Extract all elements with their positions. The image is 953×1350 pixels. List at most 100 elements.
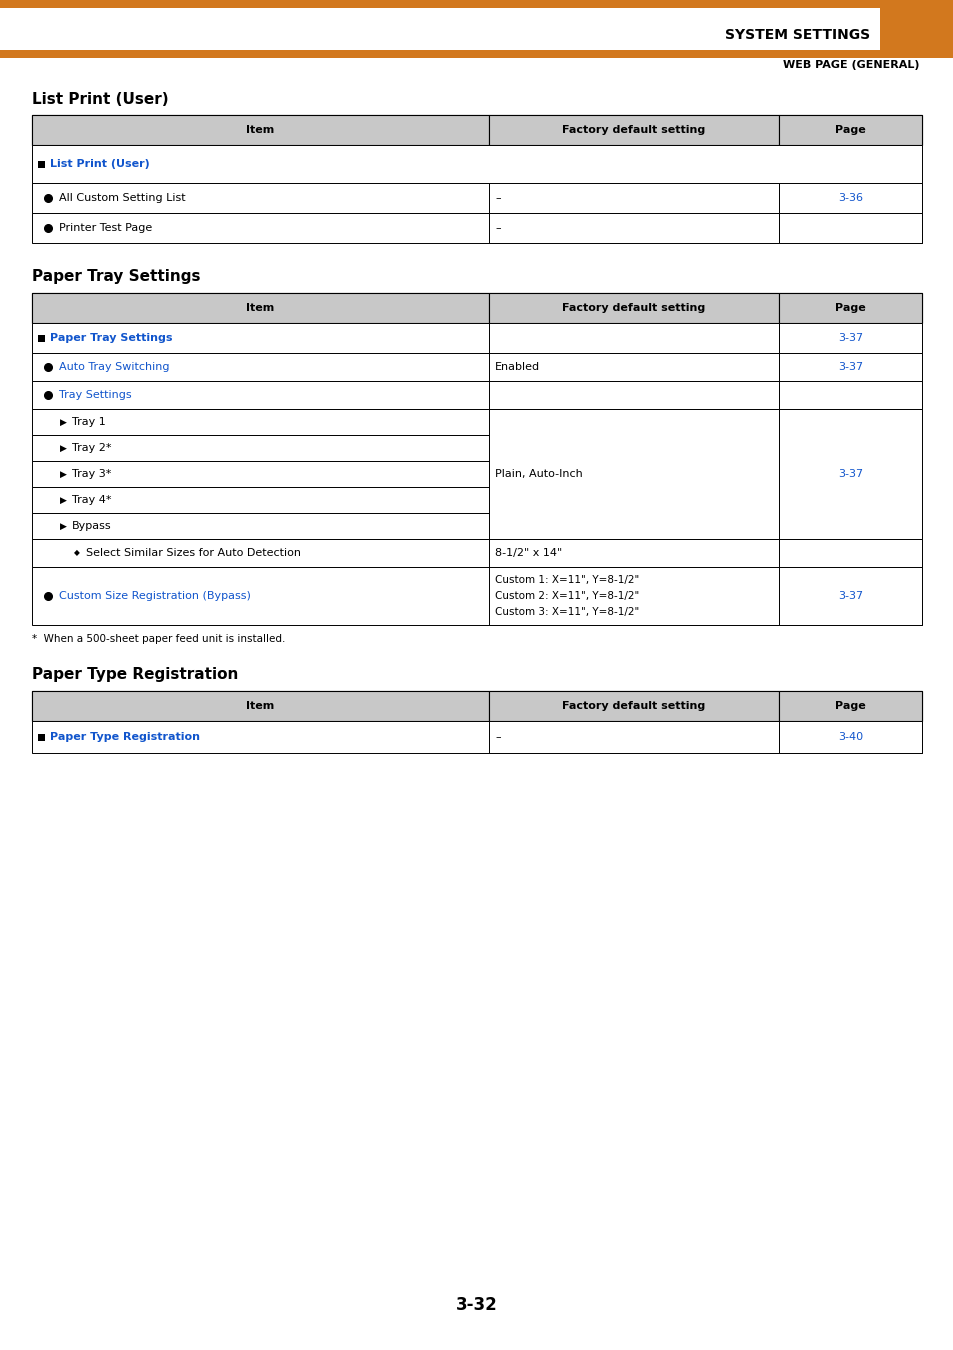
Text: Tray 3*: Tray 3*: [71, 468, 112, 479]
Text: WEB PAGE (GENERAL): WEB PAGE (GENERAL): [782, 59, 919, 70]
Bar: [32, 487, 921, 513]
Text: –: –: [495, 193, 500, 202]
Bar: [489, 352, 779, 381]
Bar: [489, 539, 779, 567]
Text: 3-36: 3-36: [837, 193, 862, 202]
Text: 3-37: 3-37: [837, 468, 862, 479]
Text: List Print (User): List Print (User): [32, 92, 169, 107]
Bar: [779, 567, 921, 625]
Text: Auto Tray Switching: Auto Tray Switching: [59, 362, 170, 373]
Bar: [779, 115, 921, 144]
Text: ▶: ▶: [60, 417, 67, 427]
Bar: [32, 721, 921, 753]
Text: 3-37: 3-37: [837, 591, 862, 601]
Bar: [32, 144, 921, 184]
Text: ▶: ▶: [60, 521, 67, 531]
Bar: [32, 513, 921, 539]
Text: ▶: ▶: [60, 495, 67, 505]
Bar: [489, 213, 779, 243]
Text: Tray 1: Tray 1: [71, 417, 106, 427]
Bar: [779, 409, 921, 539]
Bar: [779, 184, 921, 213]
Text: Factory default setting: Factory default setting: [561, 701, 705, 711]
Text: Enabled: Enabled: [495, 362, 539, 373]
Text: Factory default setting: Factory default setting: [561, 126, 705, 135]
Bar: [779, 213, 921, 243]
Bar: [779, 721, 921, 753]
Bar: [32, 184, 921, 213]
Bar: [38, 161, 45, 167]
Bar: [779, 293, 921, 323]
Bar: [38, 335, 45, 342]
Text: List Print (User): List Print (User): [50, 159, 150, 169]
Text: ▶: ▶: [60, 470, 67, 478]
Bar: [32, 293, 921, 323]
Text: *  When a 500-sheet paper feed unit is installed.: * When a 500-sheet paper feed unit is in…: [32, 634, 285, 644]
Bar: [779, 323, 921, 352]
Bar: [32, 539, 921, 567]
Text: Bypass: Bypass: [71, 521, 112, 531]
Bar: [0, 0, 953, 8]
Bar: [32, 567, 921, 625]
Text: ◆: ◆: [74, 548, 80, 558]
Text: 3-37: 3-37: [837, 362, 862, 373]
Bar: [32, 691, 489, 721]
Bar: [32, 435, 921, 460]
Bar: [38, 734, 45, 741]
Bar: [32, 115, 921, 144]
Bar: [32, 352, 921, 381]
Text: Tray 4*: Tray 4*: [71, 495, 112, 505]
Text: Page: Page: [834, 126, 865, 135]
Bar: [32, 381, 921, 409]
Bar: [489, 184, 779, 213]
Text: Item: Item: [246, 126, 274, 135]
Text: Select Similar Sizes for Auto Detection: Select Similar Sizes for Auto Detection: [86, 548, 301, 558]
Text: Printer Test Page: Printer Test Page: [59, 223, 152, 234]
Bar: [32, 213, 921, 243]
Bar: [489, 691, 779, 721]
Text: Custom 1: X=11", Y=8-1/2": Custom 1: X=11", Y=8-1/2": [495, 575, 639, 585]
Text: Paper Type Registration: Paper Type Registration: [32, 667, 238, 683]
Bar: [32, 691, 921, 721]
Bar: [32, 115, 489, 144]
Bar: [32, 409, 921, 435]
Text: Custom 3: X=11", Y=8-1/2": Custom 3: X=11", Y=8-1/2": [495, 608, 639, 617]
Text: Custom Size Registration (Bypass): Custom Size Registration (Bypass): [59, 591, 251, 601]
Bar: [32, 293, 489, 323]
Text: Item: Item: [246, 302, 274, 313]
Text: 3-37: 3-37: [837, 333, 862, 343]
Text: Page: Page: [834, 701, 865, 711]
Bar: [489, 381, 779, 409]
Text: ▶: ▶: [60, 444, 67, 452]
Text: SYSTEM SETTINGS: SYSTEM SETTINGS: [724, 28, 869, 42]
Text: Paper Type Registration: Paper Type Registration: [50, 732, 200, 742]
Text: Paper Tray Settings: Paper Tray Settings: [50, 333, 172, 343]
Bar: [489, 567, 779, 625]
Bar: [32, 460, 921, 487]
Text: Tray Settings: Tray Settings: [59, 390, 132, 400]
Bar: [489, 409, 779, 539]
Bar: [489, 721, 779, 753]
Text: Page: Page: [834, 302, 865, 313]
Text: –: –: [495, 223, 500, 234]
Text: 3-40: 3-40: [837, 732, 862, 742]
Bar: [879, 0, 953, 55]
Bar: [0, 50, 953, 58]
Text: 3-32: 3-32: [456, 1296, 497, 1314]
Bar: [779, 352, 921, 381]
Bar: [489, 293, 779, 323]
Bar: [779, 539, 921, 567]
Text: 8-1/2" x 14": 8-1/2" x 14": [495, 548, 561, 558]
Text: Paper Tray Settings: Paper Tray Settings: [32, 270, 200, 285]
Text: –: –: [495, 732, 500, 742]
Text: Tray 2*: Tray 2*: [71, 443, 112, 454]
Text: Factory default setting: Factory default setting: [561, 302, 705, 313]
Bar: [779, 691, 921, 721]
Text: Plain, Auto-Inch: Plain, Auto-Inch: [495, 468, 582, 479]
Text: Item: Item: [246, 701, 274, 711]
Text: Custom 2: X=11", Y=8-1/2": Custom 2: X=11", Y=8-1/2": [495, 591, 639, 601]
Bar: [489, 323, 779, 352]
Bar: [32, 323, 921, 352]
Bar: [779, 381, 921, 409]
Text: All Custom Setting List: All Custom Setting List: [59, 193, 186, 202]
